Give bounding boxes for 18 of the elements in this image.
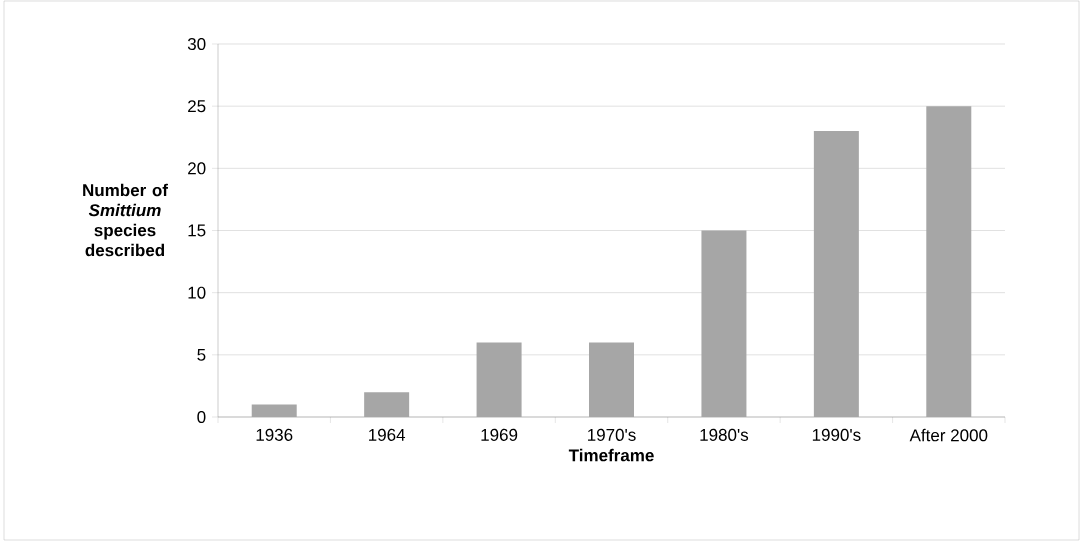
x-tick-label: 1969 bbox=[481, 428, 518, 441]
y-tick-label: 15 bbox=[188, 224, 206, 237]
x-tick-label: 1964 bbox=[369, 428, 406, 441]
y-axis-title: Number of Smittium species described bbox=[83, 183, 168, 257]
x-tick-label: 1990's bbox=[812, 428, 861, 441]
x-axis-title: Timeframe bbox=[568, 448, 654, 462]
y-tick-label: 25 bbox=[188, 100, 206, 113]
y-tick-label: 20 bbox=[188, 162, 206, 175]
y-tick-label: 5 bbox=[197, 348, 206, 361]
x-tick-label: 1936 bbox=[256, 428, 293, 441]
y-tick-label: 10 bbox=[188, 286, 206, 299]
x-tick-label: After 2000 bbox=[909, 428, 988, 442]
x-tick-label: 1980's bbox=[700, 428, 749, 441]
bar bbox=[251, 404, 297, 417]
x-tick-label: 1970's bbox=[588, 428, 636, 441]
bar bbox=[364, 392, 410, 417]
y-tick-label: 30 bbox=[187, 37, 206, 51]
y-tick-label: 0 bbox=[197, 410, 206, 424]
